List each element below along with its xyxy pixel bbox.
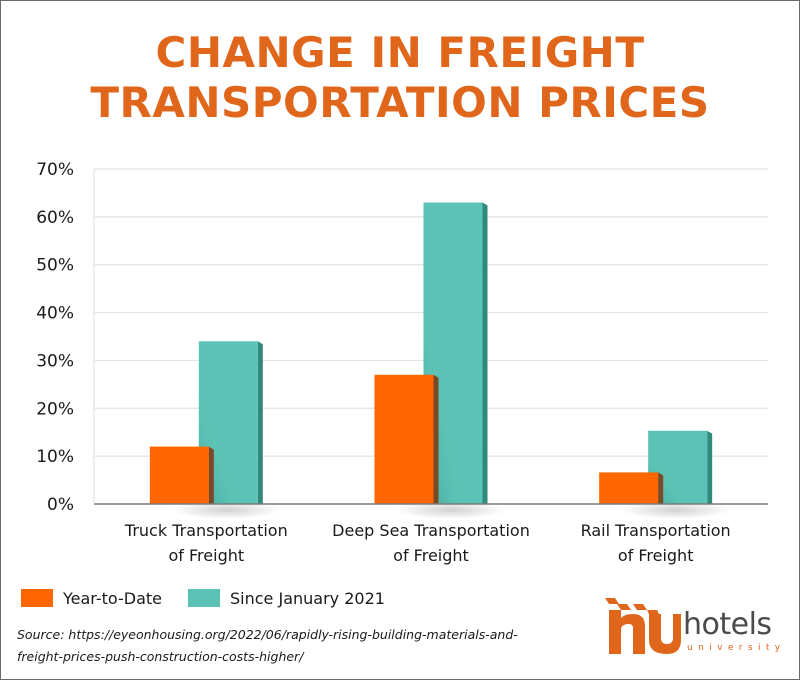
y-tick-label: 30% — [36, 351, 74, 371]
chart-title-line-1: CHANGE IN FREIGHT — [155, 28, 645, 77]
bar-year-to-date-front — [374, 374, 434, 504]
legend: Year-to-Date Since January 2021 — [21, 586, 411, 610]
bar-shadow — [620, 501, 731, 519]
legend-label: Year-to-Date — [63, 588, 162, 608]
bar-year-to-date — [149, 446, 214, 504]
y-tick-label: 70% — [36, 160, 74, 180]
category-label-line-2: of Freight — [617, 546, 694, 565]
bar-year-to-date-side — [658, 472, 664, 504]
source-note: Source: https://eyeonhousing.org/2022/06… — [17, 624, 577, 668]
bar-year-to-date-front — [149, 446, 209, 504]
y-axis-ticks: 0% 10% 20% 30% 40% 50% 60% 70% — [36, 160, 74, 515]
category-label-line-1: Truck Transportation — [124, 521, 288, 540]
hu-logo-mark-icon — [605, 598, 681, 654]
bar-shadow — [171, 501, 282, 519]
legend-item-year-to-date: Year-to-Date — [21, 589, 162, 608]
logo-subtitle: university — [687, 643, 786, 653]
hotels-university-logo: hotels university — [603, 596, 780, 658]
category-label-line-2: of Freight — [168, 546, 245, 565]
bar-since-january-2021-side — [482, 202, 488, 504]
chart-title: CHANGE IN FREIGHT TRANSPORTATION PRICES — [0, 28, 800, 128]
bar-year-to-date — [374, 374, 439, 504]
category-label-truck: Truck Transportation of Freight — [86, 518, 326, 568]
legend-item-since-january-2021: Since January 2021 — [188, 589, 385, 608]
y-tick-label: 40% — [36, 304, 74, 324]
category-label-rail: Rail Transportation of Freight — [536, 518, 776, 568]
legend-label: Since January 2021 — [230, 588, 385, 608]
y-tick-label: 0% — [47, 495, 74, 515]
bar-year-to-date — [599, 472, 664, 504]
logo-wordmark: hotels — [683, 607, 772, 642]
bar-since-january-2021-side — [257, 341, 263, 504]
source-line-2: freight-prices-push-construction-costs-h… — [17, 649, 304, 664]
category-label-line-1: Rail Transportation — [580, 521, 731, 540]
bar-year-to-date-side — [208, 446, 214, 504]
category-label-line-2: of Freight — [393, 546, 469, 565]
y-tick-label: 10% — [36, 447, 74, 467]
bar-year-to-date-side — [433, 374, 439, 504]
source-line-1: Source: https://eyeonhousing.org/2022/06… — [17, 627, 518, 642]
y-tick-label: 20% — [36, 399, 74, 419]
legend-swatch-teal — [188, 589, 220, 607]
category-label-deep-sea: Deep Sea Transportation of Freight — [311, 518, 551, 568]
y-tick-label: 60% — [36, 208, 74, 228]
legend-swatch-orange — [21, 589, 53, 607]
category-label-line-1: Deep Sea Transportation — [332, 521, 530, 540]
y-tick-label: 50% — [36, 256, 74, 276]
bar-shadow — [396, 501, 506, 519]
bar-since-january-2021-side — [707, 430, 713, 504]
chart-title-line-2: TRANSPORTATION PRICES — [90, 78, 710, 127]
bars — [149, 202, 731, 519]
bar-year-to-date-front — [599, 472, 659, 504]
